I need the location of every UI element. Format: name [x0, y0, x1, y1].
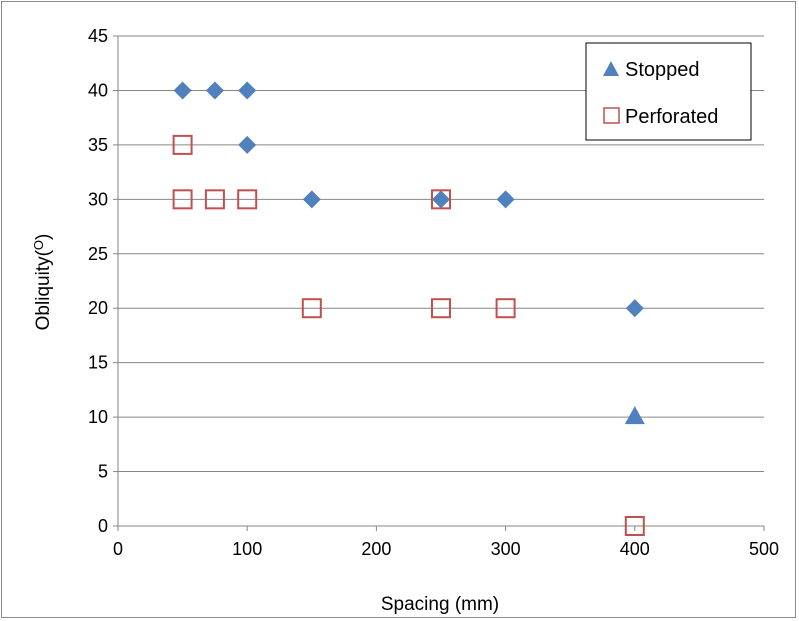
- y-tick-label-30: 30: [88, 189, 108, 209]
- y-tick-label-40: 40: [88, 80, 108, 100]
- legend-square-icon: [603, 107, 620, 124]
- y-axis-label-close: ): [33, 234, 54, 240]
- point-perforated-1: [172, 189, 193, 210]
- point-perforated-3: [237, 189, 258, 210]
- point-series-0-0: [173, 81, 192, 100]
- point-perforated-8: [624, 516, 645, 536]
- point-series-0-6: [496, 190, 515, 209]
- legend: Stopped Perforated: [585, 42, 752, 141]
- point-series-0-2: [238, 81, 257, 100]
- point-perforated-0: [172, 134, 193, 155]
- y-tick-label-5: 5: [98, 462, 108, 482]
- y-axis-label-main: Obliquity(: [33, 249, 54, 330]
- x-tick-label-300: 300: [491, 539, 521, 559]
- point-series-0-7: [625, 299, 644, 318]
- y-tick-label-25: 25: [88, 244, 108, 264]
- point-series-0-5: [432, 190, 450, 209]
- data-points: [172, 81, 645, 536]
- x-tick-label-400: 400: [620, 539, 650, 559]
- x-axis-label: Spacing (mm): [381, 594, 499, 615]
- point-perforated-7: [495, 298, 516, 319]
- y-tick-label-20: 20: [88, 298, 108, 318]
- point-perforated-4: [301, 298, 322, 319]
- y-tick-label-45: 45: [88, 26, 108, 46]
- x-tick-label-500: 500: [749, 539, 779, 559]
- point-stopped-0: [624, 406, 645, 425]
- y-axis-label: Obliquity(O): [31, 234, 54, 331]
- x-tick-label-200: 200: [361, 539, 391, 559]
- point-perforated-5: [431, 189, 451, 210]
- y-tick-label-35: 35: [88, 135, 108, 155]
- axes: [113, 35, 765, 531]
- y-tick-label-10: 10: [88, 407, 108, 427]
- point-perforated-2: [204, 189, 225, 210]
- x-tick-label-0: 0: [113, 539, 123, 559]
- y-axis-label-superscript: O: [31, 240, 46, 250]
- point-perforated-6: [431, 298, 451, 319]
- point-series-0-4: [302, 190, 321, 209]
- y-tick-label-0: 0: [98, 516, 108, 536]
- legend-entry-stopped: Stopped: [625, 59, 700, 81]
- y-tick-label-15: 15: [88, 353, 108, 373]
- point-series-0-3: [238, 135, 257, 154]
- x-tick-label-100: 100: [232, 539, 262, 559]
- tick-labels: 0 5 10 15 20 25 30 35 40 45 0 100 200 300 400 500: [88, 26, 779, 559]
- legend-entry-perforated: Perforated: [625, 106, 718, 128]
- legend-triangle-icon: [603, 61, 619, 76]
- legend-box: [585, 42, 752, 141]
- point-series-0-1: [205, 81, 224, 100]
